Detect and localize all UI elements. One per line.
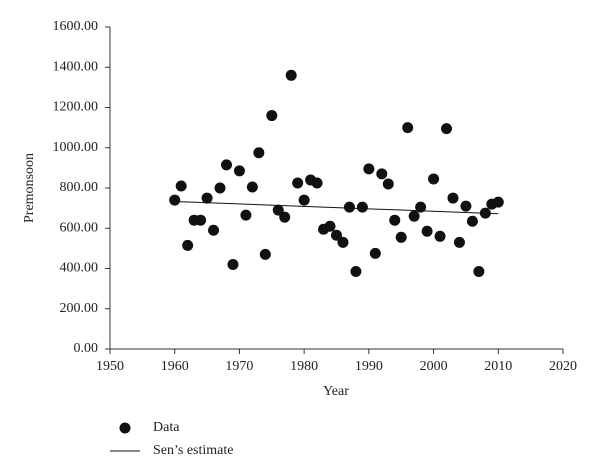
data-point xyxy=(447,192,459,204)
x-tick-label: 2020 xyxy=(549,359,577,374)
x-tick-label: 2000 xyxy=(420,359,448,374)
data-point xyxy=(220,159,232,171)
data-point xyxy=(382,178,394,190)
data-point xyxy=(279,211,291,223)
data-point xyxy=(311,177,323,189)
legend-marker xyxy=(119,422,131,434)
data-point xyxy=(408,210,420,222)
data-point xyxy=(182,239,194,251)
y-tick-label: 400.00 xyxy=(60,261,99,276)
data-point xyxy=(434,230,446,242)
data-point xyxy=(337,236,349,248)
data-point xyxy=(175,180,187,192)
x-tick-label: 1960 xyxy=(161,359,189,374)
data-point xyxy=(363,163,375,175)
data-point xyxy=(331,229,342,241)
trend-line xyxy=(174,200,499,215)
y-tick-label: 1200.00 xyxy=(53,100,99,115)
y-tick-label: 200.00 xyxy=(60,301,99,316)
data-point xyxy=(233,165,245,177)
data-point xyxy=(266,110,278,122)
data-point xyxy=(402,122,414,134)
data-point xyxy=(350,266,362,278)
x-tick-label: 2010 xyxy=(484,359,512,374)
y-tick-label: 0.00 xyxy=(74,341,99,356)
data-point xyxy=(292,177,304,189)
data-point xyxy=(169,194,181,206)
x-tick-label: 1980 xyxy=(290,359,318,374)
legend-label: Sen’s estimate xyxy=(153,443,234,458)
y-tick-label: 1000.00 xyxy=(53,140,99,155)
data-point xyxy=(492,196,504,208)
data-point xyxy=(395,231,407,243)
data-point xyxy=(453,236,465,248)
data-point xyxy=(324,220,336,232)
data-point xyxy=(272,204,284,216)
data-point xyxy=(415,201,427,213)
data-point xyxy=(246,181,258,193)
data-point xyxy=(208,224,220,236)
data-point xyxy=(259,248,271,260)
data-point xyxy=(214,182,226,194)
data-point xyxy=(376,168,388,180)
x-axis-label: Year xyxy=(323,384,349,399)
data-point xyxy=(201,192,213,204)
data-point xyxy=(343,201,355,213)
data-point xyxy=(298,194,310,206)
data-point xyxy=(460,200,472,212)
data-point xyxy=(389,214,401,226)
data-point xyxy=(356,201,368,213)
x-tick-label: 1990 xyxy=(355,359,383,374)
y-axis-label: Premonsoon xyxy=(22,153,37,223)
data-point xyxy=(285,69,297,81)
y-tick-label: 1400.00 xyxy=(53,59,99,74)
data-point xyxy=(473,266,485,278)
data-point xyxy=(428,173,440,185)
data-point xyxy=(240,209,252,221)
legend-label: Data xyxy=(153,420,180,435)
data-point xyxy=(227,258,239,270)
data-point xyxy=(195,214,207,226)
data-point xyxy=(253,147,265,159)
y-tick-label: 600.00 xyxy=(60,220,99,235)
data-point xyxy=(421,225,433,237)
x-tick-label: 1950 xyxy=(96,359,124,374)
data-point xyxy=(369,247,381,259)
data-point xyxy=(466,215,478,227)
data-point xyxy=(441,123,453,135)
y-tick-label: 1600.00 xyxy=(53,19,99,34)
y-tick-label: 800.00 xyxy=(60,180,99,195)
x-tick-label: 1970 xyxy=(225,359,253,374)
